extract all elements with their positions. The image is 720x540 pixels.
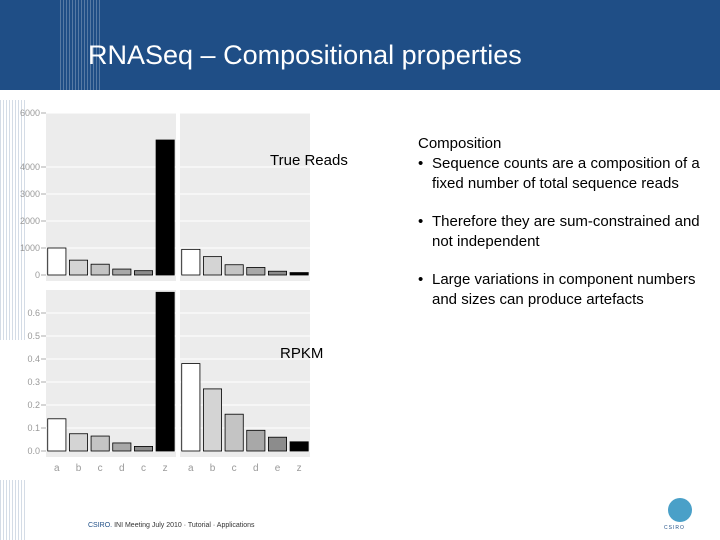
- bullet-heading: Composition: [418, 135, 502, 152]
- bar: [90, 435, 110, 452]
- facet-panel: [46, 290, 176, 457]
- bar: [69, 259, 89, 276]
- y-tick-label: 0.0: [27, 446, 40, 456]
- logo-label: CSIRO: [664, 525, 685, 531]
- bullet-panel: Composition Sequence counts are a compos…: [404, 134, 714, 310]
- bar: [224, 413, 244, 452]
- bar: [202, 388, 222, 452]
- y-tick-label: 0.4: [27, 354, 40, 364]
- facet-panel: [180, 113, 310, 281]
- bar: [202, 256, 222, 276]
- y-tick-label: 0.1: [27, 423, 40, 433]
- x-tick-label: z: [297, 463, 302, 474]
- bar: [181, 248, 201, 276]
- bar: [224, 264, 244, 276]
- y-tick-label: 0: [35, 270, 40, 280]
- footer-brand: CSIRO.: [88, 522, 113, 529]
- bar: [246, 429, 266, 452]
- facet-panel: [46, 113, 176, 281]
- slide-footer: CSIRO. INI Meeting July 2010 · Tutorial …: [88, 522, 255, 529]
- csiro-logo-icon: [668, 498, 692, 522]
- panel-label: RPKM: [280, 345, 323, 362]
- slide-title: RNASeq – Compositional properties: [88, 40, 522, 70]
- x-tick-label: a: [188, 463, 194, 474]
- bar: [267, 270, 287, 276]
- facet-panel: [180, 290, 310, 457]
- x-tick-label: e: [275, 463, 281, 474]
- x-tick-label: d: [119, 463, 125, 474]
- bar: [133, 270, 153, 276]
- bar: [155, 139, 175, 276]
- bar: [267, 436, 287, 452]
- bar: [181, 363, 201, 452]
- bullet-item: Sequence counts are a composition of a f…: [404, 154, 714, 194]
- x-tick-label: b: [76, 463, 82, 474]
- bar: [47, 418, 67, 452]
- y-tick-label: 0.5: [27, 331, 40, 341]
- y-tick-label: 0.2: [27, 400, 40, 410]
- bar: [112, 268, 132, 276]
- y-tick-label: 0.6: [27, 308, 40, 318]
- y-tick-label: 2000: [20, 216, 40, 226]
- bullet-item: Large variations in component numbers an…: [404, 270, 714, 310]
- bar: [246, 267, 266, 276]
- header-stripes: [60, 0, 100, 90]
- footer-text: INI Meeting July 2010 · Tutorial · Appli…: [114, 522, 255, 529]
- x-tick-label: d: [253, 463, 259, 474]
- panel-label: True Reads: [270, 152, 348, 169]
- bottom-decoration: [0, 480, 26, 540]
- x-tick-label: b: [210, 463, 216, 474]
- y-tick-label: 3000: [20, 189, 40, 199]
- x-tick-label: c: [232, 463, 237, 474]
- bullet-item: Therefore they are sum-constrained and n…: [404, 212, 714, 252]
- bar: [90, 263, 110, 276]
- bar: [289, 441, 309, 452]
- y-tick-label: 6000: [20, 108, 40, 118]
- bar: [47, 247, 67, 276]
- x-tick-label: c: [141, 463, 146, 474]
- bar: [112, 442, 132, 452]
- faceted-bar-chart: 6000 4000 3000 2000 1000 0 True Reads 0.6 0.5 0.4…: [20, 108, 348, 474]
- x-tick-label: z: [163, 463, 168, 474]
- slide-header: RNASeq – Compositional properties: [0, 0, 720, 90]
- y-tick-label: 1000: [20, 243, 40, 253]
- x-tick-label: a: [54, 463, 60, 474]
- y-tick-label: 4000: [20, 162, 40, 172]
- x-tick-label: c: [98, 463, 103, 474]
- bullet-list: Sequence counts are a composition of a f…: [404, 154, 714, 310]
- bar: [155, 291, 175, 452]
- bar: [289, 272, 309, 276]
- bar: [133, 445, 153, 452]
- left-decoration: [0, 100, 26, 340]
- y-tick-label: 0.3: [27, 377, 40, 387]
- bar: [69, 433, 89, 452]
